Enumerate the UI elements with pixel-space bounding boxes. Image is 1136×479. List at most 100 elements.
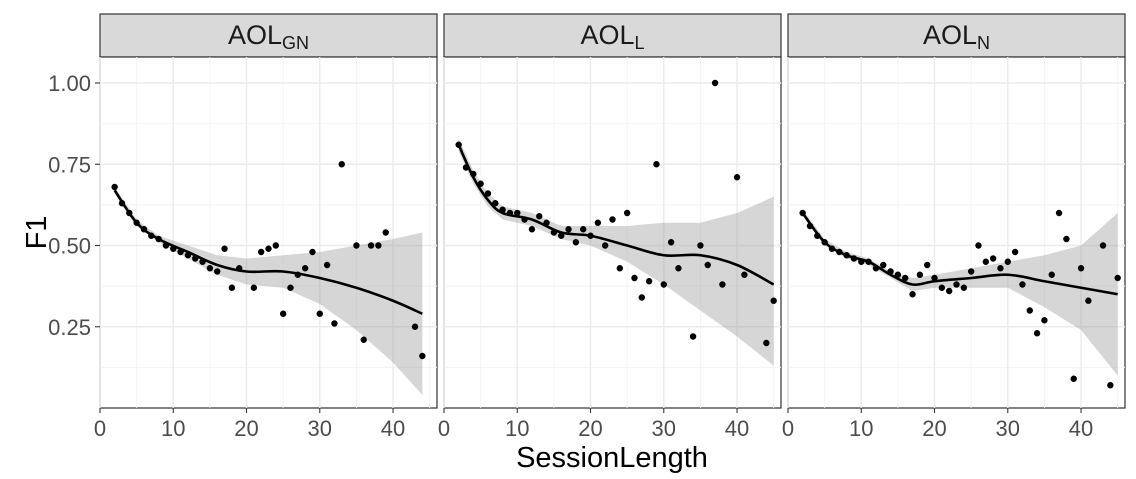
data-point bbox=[565, 226, 572, 233]
facet-strip bbox=[443, 13, 782, 58]
smooth-line bbox=[457, 144, 775, 286]
data-point bbox=[250, 284, 258, 291]
data-point bbox=[953, 281, 960, 288]
data-point bbox=[638, 294, 646, 301]
data-point bbox=[667, 239, 675, 246]
data-point bbox=[1085, 297, 1092, 304]
data-point bbox=[1041, 317, 1048, 324]
data-point bbox=[645, 278, 653, 285]
data-point bbox=[316, 310, 323, 317]
data-point bbox=[741, 271, 748, 278]
data-point bbox=[733, 174, 741, 181]
confidence-ribbon bbox=[114, 187, 423, 395]
data-point bbox=[704, 261, 711, 269]
data-point bbox=[631, 274, 638, 282]
smooth-line bbox=[801, 212, 1118, 296]
data-point bbox=[711, 79, 719, 87]
data-point bbox=[338, 161, 345, 168]
data-point bbox=[353, 242, 360, 249]
data-point bbox=[616, 265, 624, 272]
data-point bbox=[1077, 265, 1085, 272]
data-point bbox=[1099, 242, 1107, 249]
data-point bbox=[411, 323, 419, 330]
data-point bbox=[880, 261, 887, 269]
confidence-ribbon bbox=[802, 209, 1118, 376]
data-point bbox=[945, 287, 953, 295]
data-point bbox=[989, 255, 997, 262]
x-tick-label: 40 bbox=[1069, 416, 1093, 441]
data-point bbox=[770, 297, 777, 304]
data-point bbox=[1070, 375, 1077, 382]
facet-strip-label: AOLGN bbox=[228, 20, 309, 53]
data-point bbox=[653, 161, 660, 168]
data-point bbox=[287, 284, 294, 291]
data-point bbox=[323, 261, 331, 269]
data-point bbox=[257, 248, 265, 256]
facet-panel-3: AOLN 0 10 20 30 40 bbox=[782, 13, 1126, 441]
data-point bbox=[301, 265, 309, 272]
x-tick-label: 10 bbox=[849, 416, 873, 441]
data-point bbox=[609, 216, 616, 223]
data-point bbox=[360, 336, 367, 343]
data-point bbox=[1055, 209, 1063, 217]
x-tick-label: 10 bbox=[161, 416, 185, 441]
data-point bbox=[1004, 258, 1011, 265]
data-point bbox=[1048, 271, 1055, 278]
data-point bbox=[331, 320, 338, 327]
data-point bbox=[1114, 274, 1121, 282]
data-point bbox=[228, 284, 236, 291]
data-point bbox=[967, 268, 975, 275]
data-point bbox=[206, 265, 214, 272]
plot-area bbox=[99, 56, 438, 409]
data-point bbox=[623, 209, 631, 217]
data-point bbox=[763, 339, 770, 347]
y-axis: 0.25 0.50 0.75 1.00 bbox=[48, 71, 100, 340]
smooth-line bbox=[113, 189, 423, 315]
facet-strip-label: AOLL bbox=[580, 20, 644, 53]
data-point bbox=[1019, 281, 1026, 288]
plot-area bbox=[787, 56, 1126, 409]
data-point bbox=[697, 242, 704, 249]
x-axis: 0 10 20 30 40 bbox=[438, 408, 749, 441]
data-point bbox=[382, 229, 389, 236]
x-tick-label: 30 bbox=[308, 416, 332, 441]
gridlines bbox=[787, 57, 1125, 408]
data-point bbox=[931, 274, 938, 282]
data-point bbox=[1107, 382, 1114, 389]
data-point bbox=[1026, 307, 1033, 314]
x-axis: 0 10 20 30 40 bbox=[782, 408, 1093, 441]
x-tick-label: 20 bbox=[578, 416, 602, 441]
data-point bbox=[1011, 248, 1019, 256]
data-point bbox=[279, 310, 287, 317]
y-tick-label: 0.50 bbox=[48, 234, 91, 259]
confidence-ribbon bbox=[458, 138, 774, 366]
x-tick-label: 0 bbox=[438, 416, 450, 441]
data-point bbox=[1063, 235, 1070, 243]
data-point bbox=[514, 209, 521, 217]
data-point bbox=[923, 261, 931, 269]
data-point bbox=[938, 284, 946, 291]
data-point bbox=[675, 265, 682, 272]
x-axis: 0 10 20 30 40 bbox=[94, 408, 405, 441]
data-point bbox=[909, 291, 916, 298]
data-point bbox=[997, 265, 1004, 272]
gridlines bbox=[99, 57, 437, 408]
data-point bbox=[272, 242, 280, 249]
x-tick-label: 20 bbox=[922, 416, 946, 441]
data-point bbox=[367, 242, 375, 249]
data-point bbox=[719, 281, 726, 288]
facet-panel-2: AOLL 0 10 20 30 40 bbox=[438, 13, 782, 441]
data-point bbox=[111, 183, 118, 191]
data-point bbox=[484, 190, 492, 197]
data-point bbox=[579, 226, 587, 233]
data-point bbox=[572, 239, 580, 246]
data-point bbox=[601, 242, 609, 249]
facet-strip bbox=[787, 13, 1126, 58]
data-point bbox=[894, 271, 902, 278]
data-point bbox=[528, 226, 536, 233]
x-tick-label: 20 bbox=[234, 416, 258, 441]
data-point bbox=[265, 245, 272, 252]
y-tick-label: 0.75 bbox=[48, 152, 91, 177]
data-point bbox=[594, 219, 602, 226]
